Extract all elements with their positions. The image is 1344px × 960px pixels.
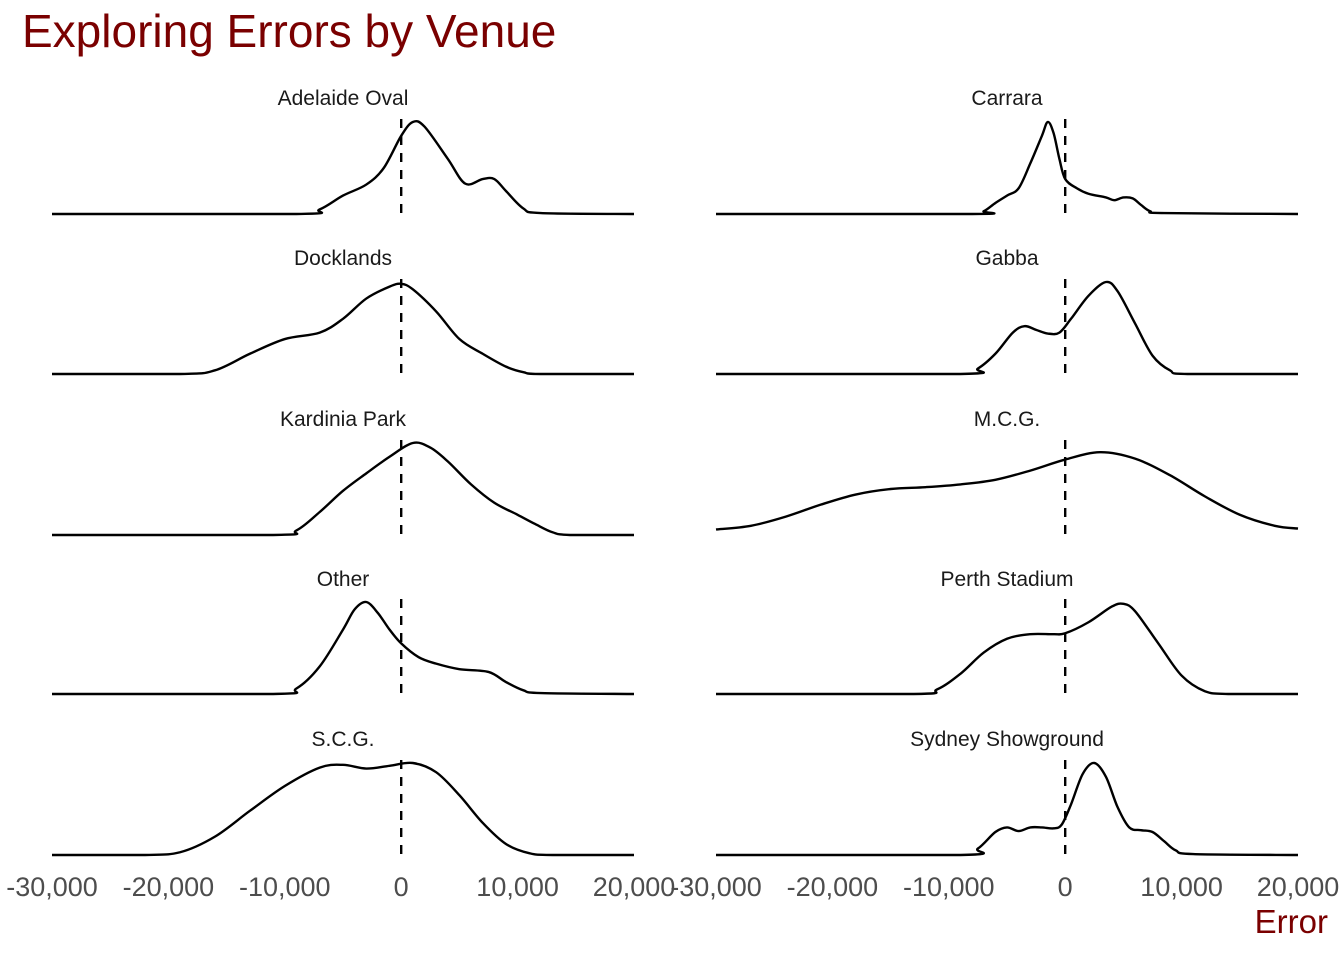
panel-s-c-g: S.C.G. [52, 728, 634, 857]
x-tick-label: 10,000 [1140, 872, 1223, 902]
x-tick-label: -10,000 [903, 872, 995, 902]
x-tick-label: -20,000 [787, 872, 879, 902]
panel-docklands: Docklands [51, 247, 635, 376]
facet-title: Carrara [971, 87, 1043, 110]
x-tick-label: 10,000 [476, 872, 559, 902]
panel-adelaide-oval: Adelaide Oval [52, 87, 635, 216]
x-tick-label: -20,000 [123, 872, 215, 902]
x-tick-label: -30,000 [6, 872, 98, 902]
density-curve [52, 441, 634, 537]
x-tick-label: 0 [1058, 872, 1073, 902]
panel-carrara: Carrara [716, 87, 1299, 216]
x-tick-label: -10,000 [239, 872, 331, 902]
density-curve [52, 761, 634, 857]
density-curve [715, 602, 1298, 696]
x-tick-label: 20,000 [593, 872, 676, 902]
panel-other: Other [51, 568, 635, 696]
facet-title: Sydney Showground [910, 728, 1104, 751]
density-curve [716, 120, 1299, 216]
facet-title: S.C.G. [311, 728, 374, 751]
facet-title: Kardinia Park [280, 408, 407, 431]
density-curve [51, 600, 635, 696]
facet-title: Gabba [975, 247, 1038, 270]
x-tick-label: 0 [394, 872, 409, 902]
facet-title: Docklands [294, 247, 392, 270]
chart-title: Exploring Errors by Venue [22, 5, 557, 57]
facet-title: M.C.G. [974, 408, 1041, 431]
panel-perth-stadium: Perth Stadium [715, 568, 1298, 696]
panel-sydney-showground: Sydney Showground [716, 728, 1299, 857]
x-axis-label: Error [1254, 903, 1328, 940]
density-curve [715, 450, 1299, 531]
facet-title: Other [317, 568, 370, 591]
density-curve [716, 761, 1299, 857]
x-tick-label: -30,000 [670, 872, 762, 902]
panel-m-c-g: M.C.G. [715, 408, 1299, 535]
panel-kardinia-park: Kardinia Park [52, 408, 634, 537]
facet-title: Perth Stadium [940, 568, 1073, 591]
panel-gabba: Gabba [715, 247, 1299, 376]
x-tick-label: 20,000 [1257, 872, 1340, 902]
density-curve [52, 119, 635, 216]
density-curve [715, 280, 1299, 376]
density-curve [51, 282, 635, 376]
facet-title: Adelaide Oval [278, 87, 409, 110]
